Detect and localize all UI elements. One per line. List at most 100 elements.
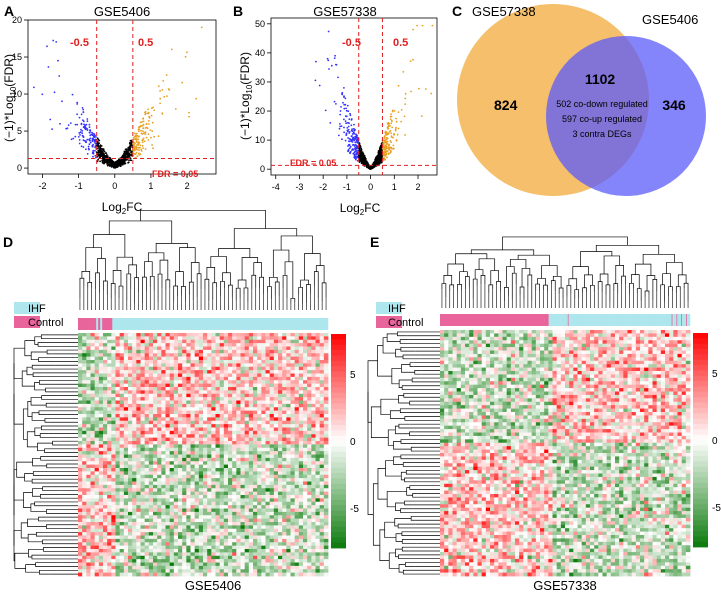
heatmap-cell — [265, 383, 271, 388]
heatmap-cell — [236, 397, 241, 401]
heatmap-cell — [215, 424, 221, 428]
heatmap-cell — [153, 447, 158, 452]
b-point — [395, 139, 398, 142]
heatmap-cell — [261, 410, 266, 415]
heatmap-cell — [111, 373, 116, 378]
heatmap-cell — [257, 339, 262, 344]
heatmap-cell — [282, 464, 287, 469]
a-point — [81, 132, 84, 135]
heatmap-cell — [98, 447, 104, 452]
heatmap-cell — [161, 373, 166, 378]
heatmap-cell — [111, 454, 116, 459]
heatmap-cell — [273, 387, 279, 391]
heatmap-cell — [315, 353, 321, 358]
heatmap-cell — [244, 437, 250, 442]
heatmap-cell — [232, 414, 237, 418]
b-point — [353, 139, 356, 142]
heatmap-cell — [261, 380, 266, 385]
heatmap-cell — [211, 434, 216, 439]
heatmap-cell — [265, 393, 271, 398]
heatmap-cell — [207, 403, 212, 408]
heatmap-cell — [123, 468, 129, 472]
heatmap-cell — [311, 454, 316, 459]
heatmap-cell — [278, 390, 283, 395]
heatmap-cell — [257, 457, 262, 462]
heatmap-cell — [148, 457, 154, 462]
heatmap-cell — [257, 454, 262, 459]
heatmap-cell — [323, 403, 329, 408]
a-point — [53, 91, 56, 94]
heatmap-cell — [278, 380, 283, 385]
heatmap-cell — [194, 346, 200, 351]
heatmap-cell — [311, 437, 316, 442]
heatmap-cell — [94, 387, 100, 391]
dendro-branch — [14, 552, 29, 569]
heatmap-cell — [253, 414, 258, 418]
heatmap-cell — [90, 376, 96, 381]
heatmap-cell — [298, 366, 304, 371]
heatmap-cell — [128, 346, 133, 351]
heatmap-cell — [219, 457, 225, 462]
heatmap-cell — [82, 437, 87, 442]
a-point — [78, 142, 81, 145]
dendro-branch — [35, 562, 60, 567]
dendro-branch — [222, 272, 231, 286]
heatmap-cell — [169, 454, 175, 459]
heatmap-cell — [153, 420, 158, 425]
heatmap-cell — [244, 444, 250, 449]
heatmap-cell — [323, 370, 329, 374]
heatmap-cell — [194, 373, 200, 378]
heatmap-cell — [278, 360, 283, 364]
heatmap-cell — [211, 336, 216, 341]
heatmap-cell — [265, 366, 271, 371]
heatmap-cell — [286, 383, 291, 388]
heatmap-cell — [140, 363, 146, 368]
dendro-branch — [39, 433, 59, 438]
b-point — [339, 110, 342, 112]
heatmap-cell — [319, 454, 325, 459]
heatmap-cell — [265, 468, 271, 472]
heatmap-cell — [223, 427, 229, 432]
heatmap-cell — [82, 424, 87, 428]
heatmap-cell — [119, 336, 125, 341]
heatmap-cell — [282, 417, 287, 422]
heatmap-cell — [315, 434, 321, 439]
heatmap-cell — [103, 427, 108, 432]
heatmap-cell — [128, 360, 133, 364]
heatmap-cell — [182, 397, 187, 401]
heatmap-cell — [211, 447, 216, 452]
a-point — [151, 121, 154, 124]
heatmap-cell — [144, 360, 150, 364]
heatmap-cell — [236, 403, 241, 408]
b-point — [412, 28, 414, 31]
heatmap-cell — [244, 471, 250, 476]
heatmap-cell — [215, 339, 221, 344]
heatmap-cell — [107, 437, 112, 442]
b-point — [335, 63, 337, 66]
heatmap-cell — [232, 376, 237, 381]
heatmap-cell — [161, 336, 166, 341]
heatmap-cell — [169, 380, 175, 385]
heatmap-cell — [248, 349, 254, 354]
dendro-branch — [46, 349, 60, 355]
b-point — [376, 163, 379, 166]
annotation-cell — [259, 318, 262, 330]
b-point — [347, 125, 350, 128]
heatmap-cell — [319, 407, 325, 412]
heatmap-cell — [265, 349, 271, 354]
a-point — [89, 129, 91, 132]
heatmap-cell — [261, 424, 266, 428]
annotation-cell — [148, 318, 151, 330]
heatmap-cell — [182, 360, 187, 364]
heatmap-cell — [136, 339, 141, 344]
heatmap-cell — [294, 417, 300, 422]
heatmap-cell — [232, 451, 237, 455]
heatmap-cell — [307, 420, 312, 425]
heatmap-cell — [232, 370, 237, 374]
heatmap-cell — [228, 424, 233, 428]
heatmap-cell — [203, 400, 208, 405]
heatmap-cell — [132, 370, 137, 374]
a-point — [97, 149, 100, 152]
heatmap-cell — [153, 393, 158, 398]
b-point — [386, 156, 388, 159]
